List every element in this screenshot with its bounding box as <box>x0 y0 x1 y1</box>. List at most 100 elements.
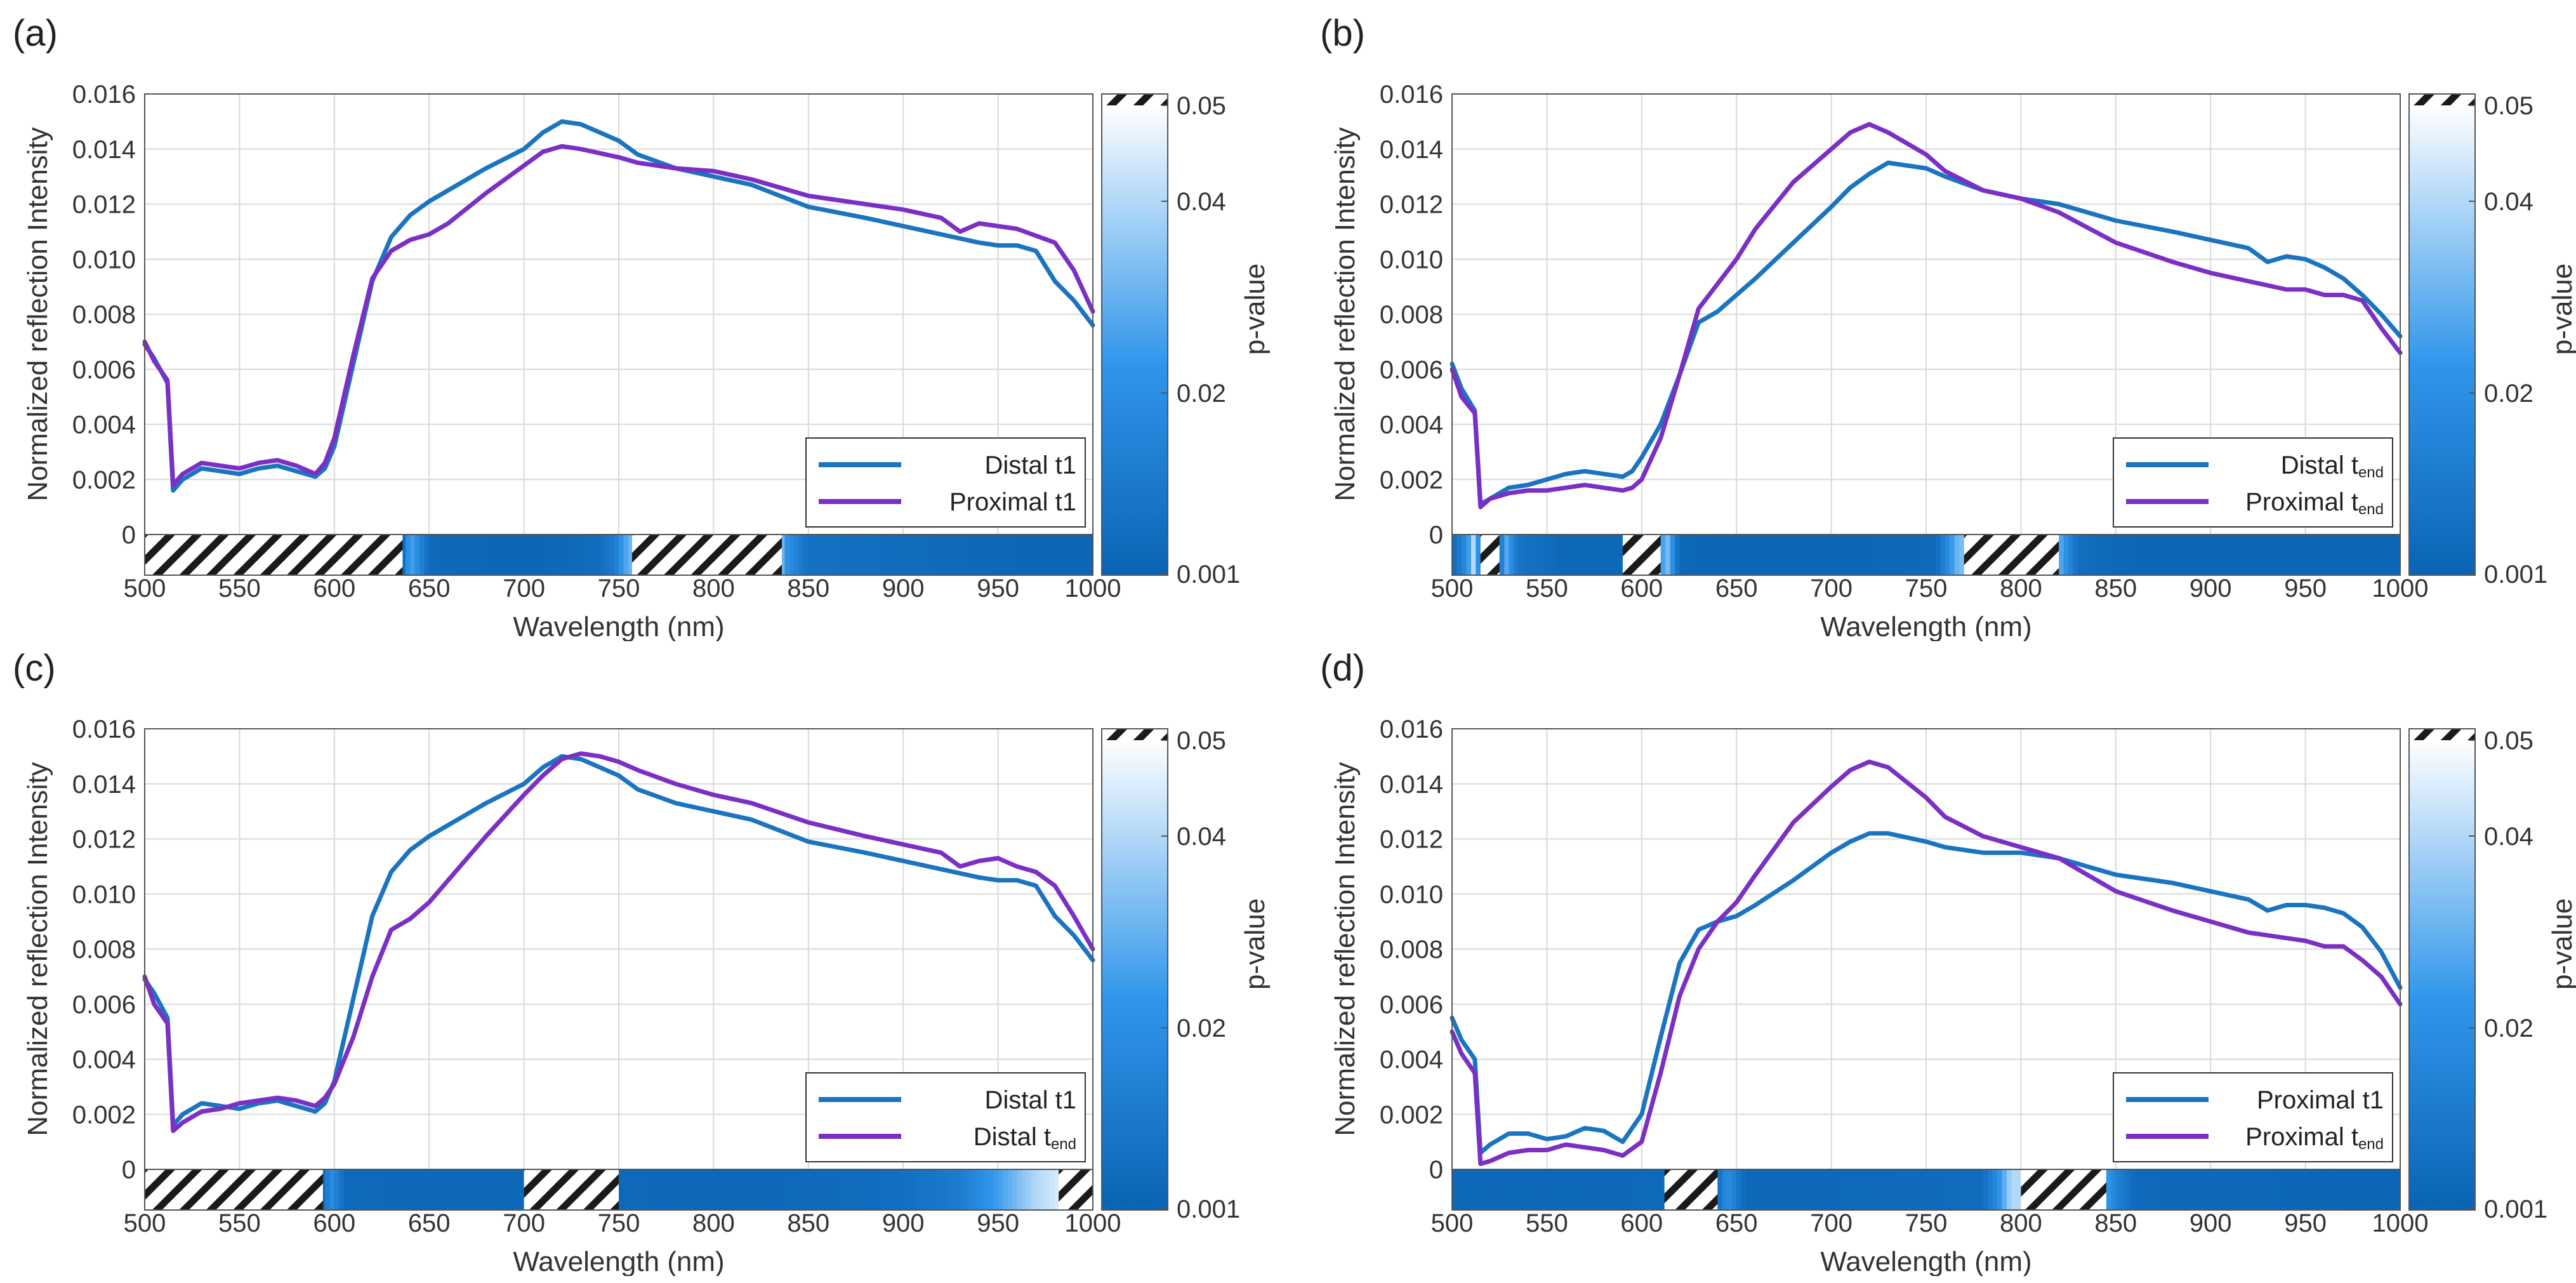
pvalue-cell <box>519 1169 525 1210</box>
pvalue-cell <box>2353 1169 2358 1210</box>
pvalue-cell <box>751 1169 757 1210</box>
pvalue-cell <box>946 535 951 575</box>
pvalue-cell <box>2267 535 2273 575</box>
pvalue-cell <box>1050 1169 1056 1210</box>
pvalue-cell <box>2353 535 2358 575</box>
pvalue-cell <box>1078 535 1084 575</box>
colorbar-tick-label: 0.02 <box>1177 1014 1226 1042</box>
pvalue-cell <box>1575 535 1581 575</box>
x-tick-label: 750 <box>1905 1209 1948 1237</box>
pvalue-cell <box>836 1169 842 1210</box>
pvalue-cell <box>466 535 473 575</box>
pvalue-cell <box>2248 1169 2254 1210</box>
pvalue-cell <box>1551 535 1557 575</box>
pvalue-cell <box>1812 1169 1818 1210</box>
pvalue-cell <box>2096 535 2103 575</box>
pvalue-cell <box>1485 1169 1491 1210</box>
pvalue-cell <box>1722 535 1728 575</box>
pvalue-cell <box>410 1169 416 1210</box>
pvalue-cell <box>2367 1169 2372 1210</box>
pvalue-cell <box>922 1169 928 1210</box>
pvalue-cell <box>547 535 553 575</box>
pvalue-cell <box>2301 1169 2306 1210</box>
colorbar-hatch <box>2409 729 2475 740</box>
pvalue-cell <box>2395 535 2401 575</box>
pvalue-cell <box>851 1169 857 1210</box>
pvalue-cell <box>2272 535 2278 575</box>
x-tick-label: 550 <box>218 575 261 602</box>
y-tick-label: 0.002 <box>72 1101 136 1129</box>
pvalue-cell <box>1888 535 1894 575</box>
pvalue-cell <box>452 535 458 575</box>
pvalue-cell <box>1689 535 1694 575</box>
pvalue-cell <box>875 535 880 575</box>
pvalue-cell <box>485 1169 492 1210</box>
pvalue-cell <box>1774 535 1780 575</box>
pvalue-cell <box>2262 1169 2268 1210</box>
pvalue-cell <box>2153 535 2159 575</box>
pvalue-cell <box>898 1169 904 1210</box>
pvalue-cell <box>2391 535 2396 575</box>
pvalue-cell <box>1031 535 1037 575</box>
pvalue-cell <box>822 1169 828 1210</box>
legend-label: Distal t1 <box>985 1086 1077 1114</box>
pvalue-cell <box>2191 1169 2197 1210</box>
pvalue-cell <box>950 1169 956 1210</box>
pvalue-cell <box>1556 1169 1562 1210</box>
pvalue-cell <box>1021 535 1027 575</box>
pvalue-hatch-region <box>145 1169 323 1210</box>
pvalue-cell <box>519 535 525 575</box>
colorbar-tick-label: 0.02 <box>2484 380 2533 408</box>
pvalue-cell <box>1793 535 1799 575</box>
pvalue-cell <box>984 1169 989 1210</box>
pvalue-cell <box>510 535 515 575</box>
pvalue-cell <box>1727 535 1733 575</box>
pvalue-cell <box>988 1169 994 1210</box>
pvalue-cell <box>842 535 847 575</box>
pvalue-cell <box>1821 535 1827 575</box>
pvalue-cell <box>2115 1169 2122 1210</box>
pvalue-cell <box>2315 1169 2320 1210</box>
pvalue-cell <box>1898 1169 1903 1210</box>
pvalue-cell <box>913 1169 918 1210</box>
pvalue-cell <box>1802 535 1809 575</box>
pvalue-cell <box>746 1169 752 1210</box>
pvalue-cell <box>2282 535 2287 575</box>
pvalue-cell <box>685 1169 690 1210</box>
pvalue-cell <box>2276 1169 2283 1210</box>
colorbar-hatch <box>1102 94 1168 105</box>
pvalue-cell <box>1907 1169 1913 1210</box>
pvalue-cell <box>1798 535 1804 575</box>
pvalue-cell <box>1788 1169 1794 1210</box>
pvalue-cell <box>732 1169 738 1210</box>
pvalue-cell <box>472 535 477 575</box>
pvalue-cell <box>1599 1169 1604 1210</box>
colorbar-label: p-value <box>1239 898 1271 990</box>
pvalue-cell <box>1750 535 1756 575</box>
pvalue-cell <box>813 535 819 575</box>
x-tick-label: 1000 <box>1065 1209 1121 1237</box>
pvalue-cell <box>2115 535 2122 575</box>
pvalue-cell <box>927 1169 932 1210</box>
pvalue-strip-frame <box>1451 534 2401 576</box>
pvalue-cell <box>737 1169 743 1210</box>
pvalue-cell <box>842 1169 847 1210</box>
pvalue-cell <box>439 1169 444 1210</box>
series-line-distal-t1 <box>142 119 1095 493</box>
pvalue-cell <box>652 1169 657 1210</box>
pvalue-cell <box>2343 535 2349 575</box>
pvalue-cell <box>2320 1169 2325 1210</box>
pvalue-cell <box>2348 1169 2354 1210</box>
pvalue-hatch-region <box>1664 1169 1718 1210</box>
x-tick-label: 850 <box>787 1209 829 1237</box>
pvalue-cell <box>433 1169 439 1210</box>
pvalue-cell <box>1523 1169 1529 1210</box>
x-tick-label: 700 <box>503 1209 545 1237</box>
pvalue-cell <box>429 1169 435 1210</box>
pvalue-cell <box>1907 535 1913 575</box>
chart-b: (b) 0 0.002 0.004 0.006 0.008 0.010 0.012 0.014 0… <box>1320 13 2576 641</box>
pvalue-cell <box>1802 1169 1809 1210</box>
x-tick-label: 650 <box>408 1209 451 1237</box>
pvalue-cell <box>2220 535 2226 575</box>
colorbar-frame <box>2408 728 2476 1211</box>
